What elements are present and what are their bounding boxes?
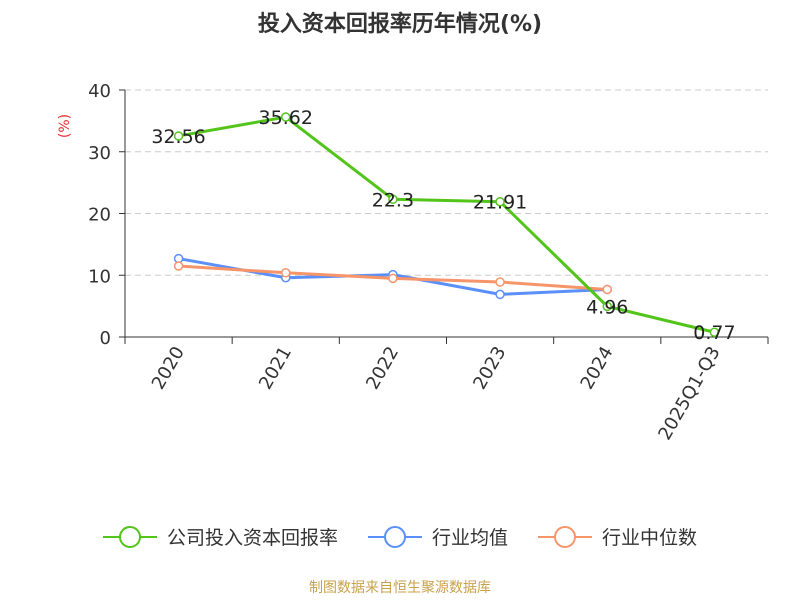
data-label: 32.56 bbox=[151, 126, 205, 148]
x-tick-label: 2025Q1-Q3 bbox=[654, 343, 724, 444]
x-tick-label: 2024 bbox=[576, 343, 617, 393]
legend-marker-0 bbox=[119, 526, 141, 548]
y-tick-label: 10 bbox=[88, 266, 111, 287]
series-point-0 bbox=[173, 131, 184, 141]
x-tick-label: 2023 bbox=[469, 343, 510, 393]
legend-marker-1 bbox=[384, 526, 406, 548]
legend-label-0: 公司投入资本回报率 bbox=[167, 527, 338, 549]
data-label: 0.77 bbox=[693, 322, 735, 344]
x-tick-label: 2020 bbox=[148, 343, 189, 393]
x-tick-label: 2021 bbox=[255, 343, 296, 393]
y-axis-label: (%) bbox=[57, 114, 73, 138]
data-label: 35.62 bbox=[259, 107, 313, 129]
series-point-0 bbox=[495, 196, 505, 207]
data-source-note: 制图数据来自恒生聚源数据库 bbox=[309, 580, 491, 596]
legend: 公司投入资本回报率 行业均值 行业中位数 bbox=[103, 526, 697, 549]
legend-marker-2 bbox=[554, 526, 576, 548]
series-point-2 bbox=[388, 273, 398, 284]
series-point-1 bbox=[495, 289, 505, 300]
y-tick-label: 30 bbox=[88, 143, 111, 164]
grid-lines bbox=[125, 89, 768, 276]
data-label: 22.3 bbox=[372, 189, 414, 211]
series-point-0 bbox=[709, 327, 720, 337]
series-line-0 bbox=[178, 115, 715, 334]
y-tick-label: 40 bbox=[88, 81, 111, 102]
data-labels: 32.56 35.62 22.3 21.91 4.96 0.77 bbox=[151, 107, 735, 344]
data-label: 21.91 bbox=[473, 192, 527, 214]
series-point-0 bbox=[281, 112, 291, 122]
series-point-2 bbox=[281, 268, 291, 278]
data-label: 4.96 bbox=[586, 296, 628, 318]
x-tick-label: 2022 bbox=[362, 343, 403, 393]
y-tick-label: 0 bbox=[100, 328, 111, 349]
chart-title: 投入资本回报率历年情况(%) bbox=[257, 12, 543, 37]
legend-label-2: 行业中位数 bbox=[602, 527, 697, 549]
y-tick-label: 20 bbox=[88, 205, 111, 226]
series-lines bbox=[173, 112, 720, 337]
series-point-0 bbox=[388, 194, 398, 205]
legend-label-1: 行业均值 bbox=[432, 527, 508, 549]
series-point-2 bbox=[602, 284, 612, 295]
series-point-2 bbox=[495, 277, 505, 287]
series-point-2 bbox=[173, 261, 184, 271]
series-point-0 bbox=[602, 301, 612, 312]
